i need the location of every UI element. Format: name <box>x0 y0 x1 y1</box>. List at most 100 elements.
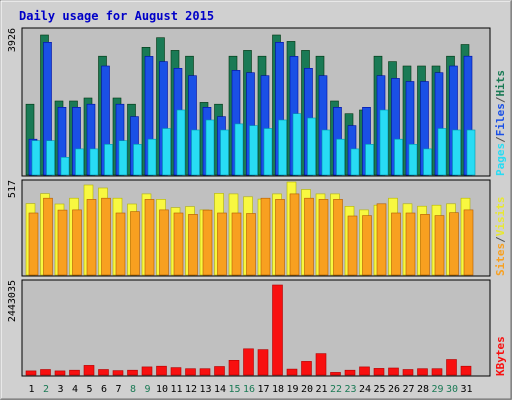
bottom-kbytes-bar-day-20-body <box>301 361 312 376</box>
top-pages-bar-day-11-body <box>176 109 186 176</box>
legend-visits: Visits <box>494 197 507 237</box>
middle-sites-bar-day-25-body <box>376 203 387 276</box>
legend-sites: Sites <box>494 243 507 276</box>
x-tick-label-day-27: 27 <box>402 384 414 395</box>
top-pages-bar-day-8 <box>133 144 142 176</box>
bottom-kbytes-bar-day-2-body <box>40 369 51 376</box>
top-pages-bar-day-24-body <box>365 144 374 176</box>
bottom-kbytes-bar-day-3-body <box>54 370 66 376</box>
middle-sites-bar-day-9-body <box>144 199 155 276</box>
bottom-panel-max-label: 2443035 <box>7 280 18 322</box>
chart-title: Daily usage for August 2015 <box>19 9 214 23</box>
bottom-kbytes-bar-day-7-body <box>112 370 124 376</box>
bottom-panel-area <box>21 279 491 377</box>
legend-sep-3: / <box>494 236 507 243</box>
middle-sites-bar-day-13-body <box>202 209 213 276</box>
middle-sites-bar-day-2-body <box>43 197 53 276</box>
top-pages-bar-day-10-body <box>162 128 171 176</box>
x-axis-day-labels: 1 2 3 4 5 6 7 8 9 10 11 12 13 14 15 16 17 18 19 20 21 22 23 24 2… <box>28 384 472 395</box>
top-pages-bar-day-13 <box>205 119 215 176</box>
top-pages-bar-day-23-body <box>350 148 360 176</box>
top-pages-bar-day-29 <box>437 128 447 176</box>
middle-sites-bar-day-5-body <box>86 199 97 276</box>
middle-sites-bar-day-24 <box>362 215 372 276</box>
x-tick-label-day-29: 29 <box>431 384 443 395</box>
x-tick-label-day-5: 5 <box>86 384 92 395</box>
bottom-kbytes-bar-day-1-body <box>25 370 37 376</box>
middle-sites-bar-day-8 <box>130 211 140 276</box>
x-tick-label-day-9: 9 <box>144 384 150 395</box>
middle-sites-bar-day-22-body <box>333 199 343 276</box>
top-pages-bar-day-20 <box>307 117 316 176</box>
bottom-kbytes-bar-day-31-body <box>460 365 472 376</box>
x-tick-label-day-8: 8 <box>130 384 136 395</box>
top-pages-bar-day-17-body <box>263 128 273 176</box>
top-pages-bar-day-28 <box>423 148 432 176</box>
bottom-kbytes-bar-day-15 <box>228 359 240 376</box>
bottom-kbytes-bar-day-30 <box>446 359 457 376</box>
middle-sites-bar-day-4-body <box>72 209 82 276</box>
top-pages-bar-day-29-body <box>437 128 447 176</box>
middle-sites-bar-day-25 <box>376 203 387 276</box>
bottom-kbytes-bar-day-30-body <box>446 359 457 376</box>
top-pages-bar-day-31 <box>466 129 476 176</box>
top-pages-bar-day-22 <box>336 138 345 176</box>
x-tick-label-day-16: 16 <box>243 384 255 395</box>
top-pages-bar-day-31-body <box>466 129 476 176</box>
middle-sites-bar-day-1 <box>28 212 39 276</box>
middle-sites-bar-day-20 <box>304 197 314 276</box>
bottom-kbytes-bar-day-8-body <box>127 369 138 376</box>
middle-sites-bar-day-4 <box>72 209 82 276</box>
bottom-kbytes-bar-day-17 <box>257 349 269 376</box>
top-pages-bar-day-22-body <box>336 138 345 176</box>
bottom-kbytes-bar-day-3 <box>54 370 66 376</box>
x-tick-label-day-11: 11 <box>170 384 182 395</box>
top-pages-bar-day-9 <box>147 138 157 176</box>
top-pages-bar-day-26 <box>394 138 403 176</box>
top-pages-bar-day-18 <box>278 119 287 176</box>
top-pages-bar-day-2 <box>46 140 55 176</box>
top-pages-bar-day-7-body <box>118 140 128 176</box>
top-pages-bar-day-4 <box>75 148 84 176</box>
x-tick-label-day-22: 22 <box>330 384 342 395</box>
top-pages-bar-day-18-body <box>278 119 287 176</box>
middle-sites-bar-day-5 <box>86 199 97 276</box>
x-tick-label-day-14: 14 <box>214 384 226 395</box>
bottom-kbytes-bar-day-26 <box>388 367 399 376</box>
bottom-kbytes-bar-day-5 <box>83 365 95 376</box>
middle-sites-bar-day-3 <box>57 209 68 276</box>
middle-sites-bar-day-22 <box>333 199 343 276</box>
top-pages-bar-day-14-body <box>220 129 229 176</box>
bottom-kbytes-bar-day-1 <box>25 370 37 376</box>
x-tick-label-day-17: 17 <box>257 384 269 395</box>
top-pages-bar-day-15-body <box>234 123 244 176</box>
middle-sites-bar-day-11-body <box>173 212 184 276</box>
legend-files: Files <box>494 103 507 136</box>
top-pages-bar-day-5 <box>89 148 99 176</box>
middle-sites-bar-day-6-body <box>101 197 111 276</box>
middle-sites-bar-day-10-body <box>159 209 169 276</box>
top-pages-bar-day-25 <box>379 109 389 176</box>
top-pages-bar-day-30-body <box>452 129 461 176</box>
middle-sites-bar-day-26 <box>391 212 401 276</box>
middle-sites-bar-day-3-body <box>57 209 68 276</box>
top-pages-bar-day-7 <box>118 140 128 176</box>
top-panel-max-label: 3926 <box>7 28 18 52</box>
middle-sites-bar-day-18-body <box>275 199 285 276</box>
legend-kbytes: KBytes <box>494 336 507 376</box>
middle-sites-bar-day-26-body <box>391 212 401 276</box>
bottom-kbytes-bar-day-17-body <box>257 349 269 376</box>
middle-sites-bar-day-15-body <box>231 212 242 276</box>
middle-sites-bar-day-20-body <box>304 197 314 276</box>
x-tick-label-day-6: 6 <box>101 384 107 395</box>
middle-sites-bar-day-21 <box>318 199 329 276</box>
top-pages-bar-day-2-body <box>46 140 55 176</box>
bottom-kbytes-bar-day-25-body <box>373 368 385 376</box>
top-pages-bar-day-16-body <box>249 125 258 176</box>
top-pages-bar-day-13-body <box>205 119 215 176</box>
bottom-kbytes-bar-day-10-body <box>156 365 167 376</box>
bottom-kbytes-bar-day-28-body <box>417 368 428 376</box>
bottom-kbytes-bar-day-6 <box>98 369 109 376</box>
top-pages-bar-day-20-body <box>307 117 316 176</box>
middle-sites-bar-day-17-body <box>260 197 271 276</box>
